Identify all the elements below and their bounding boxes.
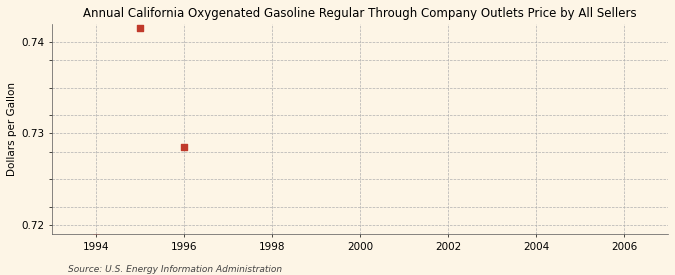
Point [178,145,189,149]
Title: Annual California Oxygenated Gasoline Regular Through Company Outlets Price by A: Annual California Oxygenated Gasoline Re… [83,7,637,20]
Point [134,26,145,31]
Point [90,236,101,241]
Y-axis label: Dollars per Gallon: Dollars per Gallon [7,82,17,176]
Text: Source: U.S. Energy Information Administration: Source: U.S. Energy Information Administ… [68,265,281,274]
